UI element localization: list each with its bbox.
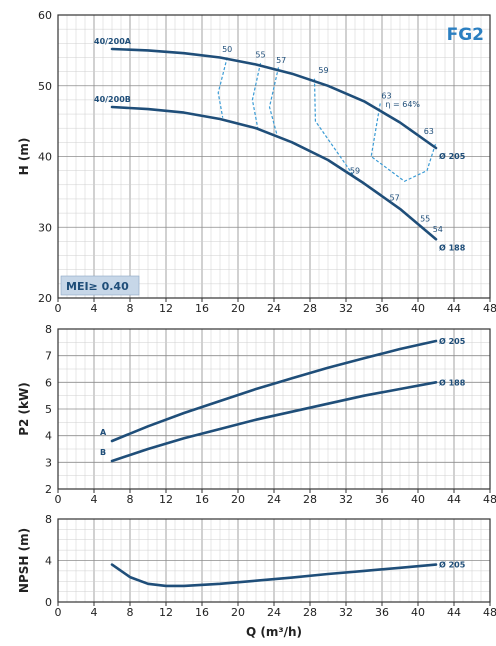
efficiency-label: 59 — [318, 66, 328, 75]
head-series-name-label: 40/200B — [94, 95, 131, 104]
power-x-tick-label: 44 — [447, 493, 461, 506]
power-x-tick-label: 8 — [127, 493, 134, 506]
head-y-tick-label: 30 — [38, 221, 52, 234]
power-x-tick-label: 16 — [195, 493, 209, 506]
power-series-end-label: Ø 205 — [439, 336, 466, 346]
power-x-tick-label: 12 — [159, 493, 173, 506]
npsh-y-tick-label: 4 — [45, 555, 52, 568]
npsh-x-tick-label: 40 — [411, 606, 425, 619]
efficiency-label: 57 — [276, 56, 286, 65]
npsh-x-tick-label: 4 — [91, 606, 98, 619]
head-x-tick-label: 40 — [411, 302, 425, 315]
head-x-tick-label: 44 — [447, 302, 461, 315]
power-y-tick-label: 3 — [45, 456, 52, 469]
efficiency-label: 50 — [222, 45, 232, 54]
efficiency-label: 63 — [424, 127, 434, 136]
npsh-x-tick-label: 0 — [55, 606, 62, 619]
power-x-tick-label: 20 — [231, 493, 245, 506]
power-y-tick-label: 8 — [45, 323, 52, 336]
head-y-tick-label: 20 — [38, 292, 52, 305]
power-series-end-label: Ø 188 — [439, 377, 466, 387]
npsh-x-tick-label: 20 — [231, 606, 245, 619]
npsh-x-tick-label: 24 — [267, 606, 281, 619]
head-y-tick-label: 60 — [38, 9, 52, 22]
head-x-tick-label: 20 — [231, 302, 245, 315]
power-x-tick-label: 28 — [303, 493, 317, 506]
head-series-end-label: Ø 205 — [439, 151, 466, 161]
npsh-y-tick-label: 0 — [45, 596, 52, 609]
power-y-tick-label: 6 — [45, 376, 52, 389]
head-series-end-label: Ø 188 — [439, 242, 466, 252]
head-y-axis-label: H (m) — [17, 138, 31, 176]
power-y-tick-label: 7 — [45, 350, 52, 363]
head-x-tick-label: 48 — [483, 302, 496, 315]
npsh-y-tick-label: 8 — [45, 513, 52, 526]
npsh-x-tick-label: 48 — [483, 606, 496, 619]
power-x-tick-label: 4 — [91, 493, 98, 506]
power-x-tick-label: 36 — [375, 493, 389, 506]
power-x-tick-label: 48 — [483, 493, 496, 506]
head-x-tick-label: 32 — [339, 302, 353, 315]
head-x-tick-label: 4 — [91, 302, 98, 315]
power-series-name-label: B — [100, 448, 106, 457]
npsh-x-tick-label: 32 — [339, 606, 353, 619]
head-x-tick-label: 24 — [267, 302, 281, 315]
npsh-x-tick-label: 28 — [303, 606, 317, 619]
head-y-tick-label: 50 — [38, 80, 52, 93]
npsh-x-tick-label: 8 — [127, 606, 134, 619]
power-series-name-label: A — [100, 428, 107, 437]
head-x-tick-label: 28 — [303, 302, 317, 315]
efficiency-label: 59 — [350, 166, 360, 175]
power-y-axis-label: P2 (kW) — [17, 382, 31, 436]
power-x-tick-label: 24 — [267, 493, 281, 506]
mei-label: MEI≥ 0.40 — [66, 280, 129, 293]
head-x-tick-label: 16 — [195, 302, 209, 315]
npsh-series-end-label: Ø 205 — [439, 560, 466, 570]
efficiency-label: 55 — [255, 50, 265, 59]
npsh-x-axis-label: Q (m³/h) — [246, 625, 302, 639]
efficiency-label: η = 64% — [385, 100, 420, 109]
head-series-name-label: 40/200A — [94, 37, 132, 46]
power-y-tick-label: 4 — [45, 430, 52, 443]
power-x-tick-label: 0 — [55, 493, 62, 506]
power-y-tick-label: 2 — [45, 483, 52, 496]
head-x-tick-label: 0 — [55, 302, 62, 315]
npsh-x-tick-label: 12 — [159, 606, 173, 619]
npsh-y-axis-label: NPSH (m) — [17, 528, 31, 593]
power-x-tick-label: 32 — [339, 493, 353, 506]
power-y-tick-label: 5 — [45, 403, 52, 416]
power-x-tick-label: 40 — [411, 493, 425, 506]
model-badge: FG2 — [447, 25, 484, 45]
efficiency-label: 55 — [420, 215, 430, 224]
efficiency-label: 54 — [433, 225, 443, 234]
efficiency-label: 57 — [390, 193, 400, 202]
head-x-tick-label: 8 — [127, 302, 134, 315]
head-x-tick-label: 36 — [375, 302, 389, 315]
head-x-tick-label: 12 — [159, 302, 173, 315]
npsh-x-tick-label: 16 — [195, 606, 209, 619]
npsh-x-tick-label: 36 — [375, 606, 389, 619]
head-y-tick-label: 40 — [38, 151, 52, 164]
npsh-x-tick-label: 44 — [447, 606, 461, 619]
